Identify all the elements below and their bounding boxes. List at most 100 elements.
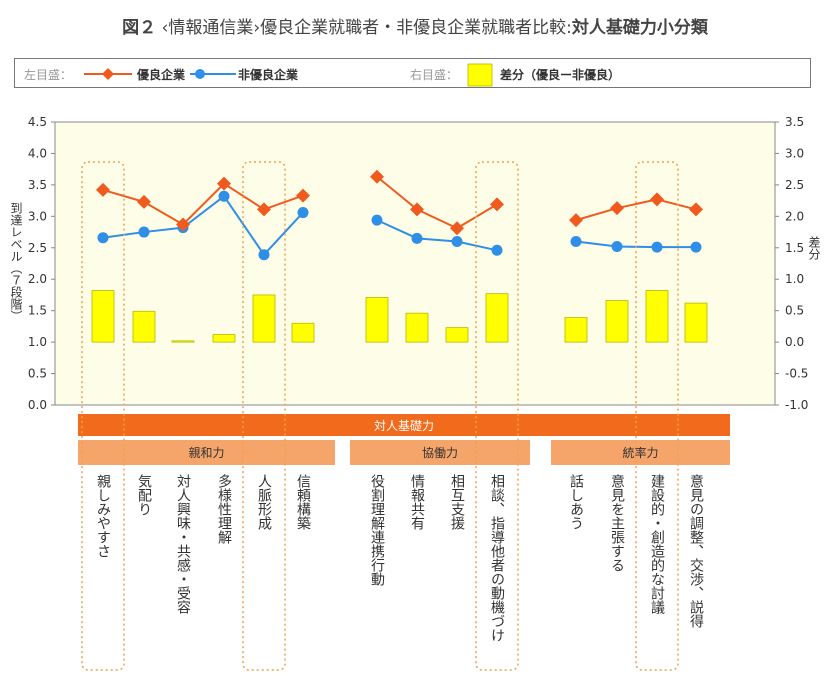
left-tick-label: 1.0 [28, 335, 47, 349]
difference-bar [605, 300, 629, 343]
excellent-point [176, 217, 190, 232]
item-label: 親しみやすさ [95, 474, 111, 558]
non-excellent-line [102, 194, 304, 257]
highlight-box [475, 161, 519, 671]
right-tick-label: 3.5 [785, 115, 804, 129]
chart-title: 図２ ‹情報通信業›優良企業就職者・非優良企業就職者比較:対人基礎力小分類 [0, 13, 830, 38]
highlight-box [242, 161, 286, 671]
excellent-point [569, 213, 583, 228]
difference-bar [485, 293, 509, 343]
excellent-point [217, 176, 231, 191]
item-label: 建設的・創造的な討議 [649, 474, 665, 614]
legend-left-axis-label: 左目盛： [24, 67, 72, 82]
left-tick-label: 0.5 [28, 367, 47, 381]
item-label: 役割理解連携行動 [369, 474, 385, 587]
group-bar [350, 440, 530, 465]
left-tick-label: 0.0 [28, 398, 47, 412]
right-tick-label: 1.5 [785, 241, 804, 255]
figure-number: 図２ [122, 18, 157, 38]
item-label: 意見を主張する [609, 473, 625, 572]
category-bar [78, 414, 730, 436]
excellent-point [296, 188, 310, 203]
item-label: 信頼構築 [295, 474, 311, 530]
right-tick-label: -0.5 [785, 367, 808, 381]
item-label: 情報共有 [409, 474, 425, 531]
difference-bar [645, 290, 669, 343]
left-axis-label: 到達レベル（７段階） [9, 202, 23, 322]
group-bar [78, 440, 335, 465]
excellent-point [490, 197, 504, 212]
difference-bar [365, 297, 389, 343]
group-label: 統率力 [622, 445, 658, 460]
excellent-point [137, 194, 151, 209]
non-excellent-line [376, 219, 498, 252]
non-excellent-point [451, 235, 463, 247]
difference-bar [91, 290, 115, 343]
legend-excellent-marker [102, 68, 114, 80]
non-excellent-point [258, 249, 270, 261]
non-excellent-point [611, 241, 623, 253]
item-label: 意見の調整、交渉、説得 [688, 473, 704, 628]
excellent-point [650, 192, 664, 207]
excellent-line [102, 182, 304, 226]
excellent-line [575, 198, 697, 222]
left-tick-label: 2.0 [28, 272, 47, 286]
plot-area [54, 121, 776, 406]
item-label: 相談、指導他者の動機づけ [489, 474, 505, 642]
left-tick-label: 2.5 [28, 241, 47, 255]
excellent-point [610, 201, 624, 216]
excellent-point [450, 221, 464, 236]
left-tick-label: 4.5 [28, 115, 47, 129]
legend-non-excellent-label: 非優良企業 [238, 67, 299, 82]
highlight-box [635, 161, 679, 671]
difference-bar [252, 294, 276, 343]
right-tick-label: 0.5 [785, 304, 804, 318]
excellent-point [410, 202, 424, 217]
legend-non-excellent-marker [195, 69, 205, 79]
non-excellent-point [138, 226, 150, 238]
right-tick-label: 3.0 [785, 146, 804, 160]
category-label: 対人基礎力 [374, 419, 434, 433]
legend-difference-label: 差分（優良ー非優良） [499, 67, 620, 82]
right-tick-label: 1.0 [785, 272, 804, 286]
group-label: 親和力 [188, 446, 224, 460]
non-excellent-point [570, 235, 582, 247]
left-tick-label: 1.5 [28, 304, 47, 318]
difference-bar [132, 310, 156, 343]
non-excellent-point [491, 244, 503, 256]
non-excellent-line [575, 240, 696, 249]
left-tick-label: 3.0 [28, 209, 47, 223]
item-label: 話しあう [568, 473, 584, 530]
legend-right-axis-label: 右目盛： [410, 67, 458, 82]
excellent-point [370, 169, 384, 184]
difference-bar [212, 334, 236, 343]
non-excellent-point [371, 214, 383, 226]
difference-bar [445, 327, 469, 343]
non-excellent-point [297, 207, 309, 219]
item-label: 気配り [136, 474, 152, 516]
excellent-point [689, 202, 703, 217]
difference-bar [564, 317, 588, 343]
item-label: 多様性理解 [216, 473, 232, 544]
non-excellent-point [690, 241, 702, 253]
title-main: ‹情報通信業›優良企業就職者・非優良企業就職者比較: [161, 18, 572, 38]
difference-bar [291, 322, 315, 343]
difference-bar [684, 302, 708, 343]
legend-excellent-label: 優良企業 [136, 67, 186, 82]
item-label: 対人興味・共感・受容 [175, 474, 191, 614]
title-sub: 対人基礎力小分類 [571, 18, 708, 38]
item-label: 人脈形成 [256, 474, 272, 531]
difference-bar [405, 312, 429, 343]
left-tick-label: 4.0 [28, 146, 47, 160]
right-tick-label: 0.0 [785, 335, 804, 349]
legend [14, 58, 811, 88]
non-excellent-point [97, 232, 109, 244]
right-tick-label: -1.0 [785, 398, 808, 412]
non-excellent-point [651, 241, 663, 253]
excellent-point [96, 182, 110, 197]
excellent-line [376, 175, 498, 230]
excellent-point [257, 202, 271, 217]
right-tick-label: 2.5 [785, 178, 804, 192]
group-label: 協働力 [422, 445, 458, 460]
non-excellent-point [411, 232, 423, 244]
